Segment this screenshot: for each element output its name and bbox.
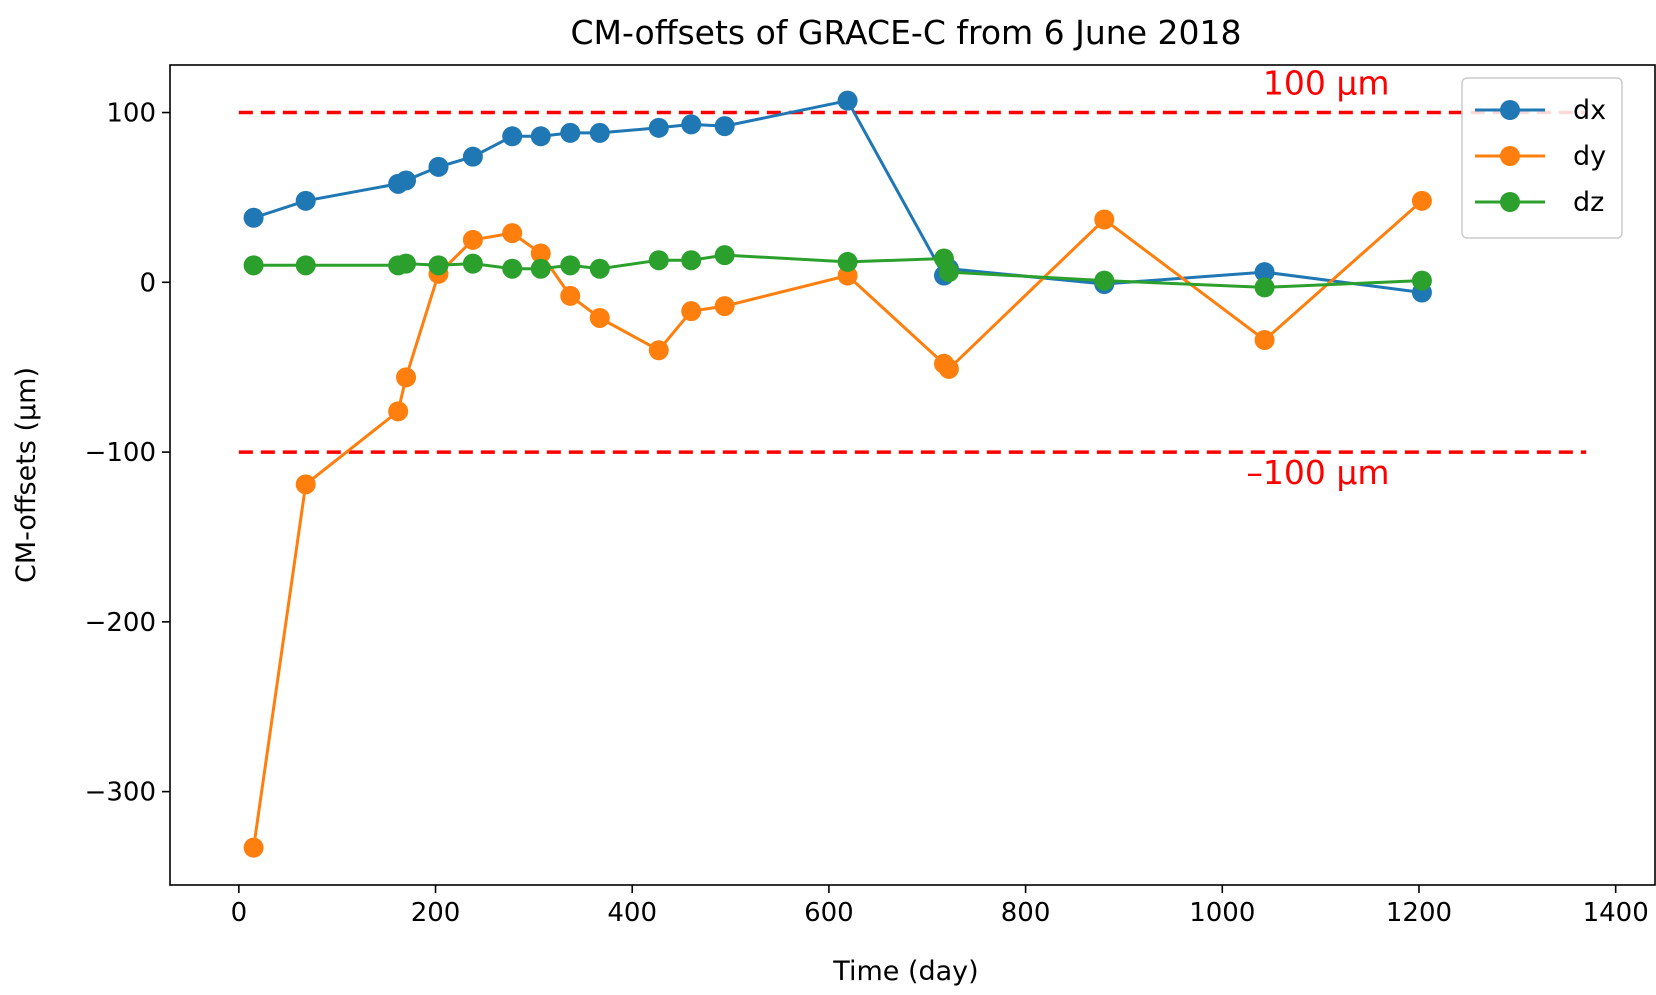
data-point-dy [502,223,523,244]
data-point-dy [714,296,735,317]
legend-label-dz: dz [1573,187,1604,218]
legend-marker-dy [1500,146,1520,166]
data-point-dy [1411,190,1432,211]
reference-line-label: –100 µm [1246,453,1389,492]
data-point-dx [502,126,523,147]
data-point-dz [462,253,483,274]
data-point-dy [295,474,316,495]
data-point-dz [530,258,551,279]
legend-marker-dz [1500,192,1520,212]
x-tick-label: 1000 [1189,898,1255,928]
data-point-dy [681,301,702,322]
data-point-dx [714,116,735,137]
data-point-dy [1254,330,1275,351]
data-point-dz [1094,270,1115,291]
x-tick-label: 200 [411,898,461,928]
data-point-dy [388,401,409,422]
data-point-dx [560,122,581,143]
data-point-dz [502,258,523,279]
data-point-dx [396,170,417,191]
y-axis-label: CM-offsets (µm) [11,367,42,583]
data-point-dy [530,243,551,264]
data-point-dz [648,250,669,271]
y-tick-label: −300 [85,778,156,808]
data-point-dz [589,258,610,279]
legend-label-dx: dx [1573,95,1606,126]
data-point-dz [681,250,702,271]
data-point-dy [938,358,959,379]
reference-line-label: 100 µm [1263,64,1390,103]
data-point-dy [396,367,417,388]
data-point-dy [648,340,669,361]
legend-marker-dx [1500,100,1520,120]
x-tick-label: 1200 [1386,898,1452,928]
data-point-dx [295,190,316,211]
data-point-dy [1094,209,1115,230]
data-point-dy [589,307,610,328]
data-point-dx [243,207,264,228]
data-point-dz [837,251,858,272]
chart-title: CM-offsets of GRACE-C from 6 June 2018 [571,13,1242,52]
data-point-dz [714,245,735,266]
plot-frame [169,64,1656,886]
data-point-dz [295,255,316,276]
y-tick-label: −200 [85,608,156,638]
data-point-dx [1254,262,1275,283]
y-tick-label: −100 [85,438,156,468]
data-point-dz [1411,270,1432,291]
data-point-dx [589,122,610,143]
data-point-dx [530,126,551,147]
data-point-dz [243,255,264,276]
x-tick-label: 1400 [1583,898,1649,928]
legend: dx dy dz [1461,77,1623,239]
data-point-dx [837,90,858,111]
data-point-dx [462,146,483,167]
data-point-dx [428,156,449,177]
data-point-dy [560,285,581,306]
data-point-dx [648,117,669,138]
x-tick-label: 400 [607,898,657,928]
data-point-dz [1254,277,1275,298]
data-point-dz [396,253,417,274]
x-tick-label: 0 [231,898,248,928]
data-point-dx [681,114,702,135]
x-tick-label: 800 [1001,898,1051,928]
series-line-dy [252,199,1423,848]
y-tick-label: 100 [106,99,156,129]
x-axis-label: Time (day) [832,956,978,987]
plot-area: 100 µm –100 µm [238,64,1587,858]
data-point-dz [560,255,581,276]
data-point-dz [428,255,449,276]
legend-label-dy: dy [1573,141,1606,172]
data-point-dz [938,262,959,283]
x-tick-label: 600 [804,898,854,928]
data-point-dy [462,229,483,250]
data-point-dy [243,837,264,858]
y-tick-label: 0 [139,268,156,298]
